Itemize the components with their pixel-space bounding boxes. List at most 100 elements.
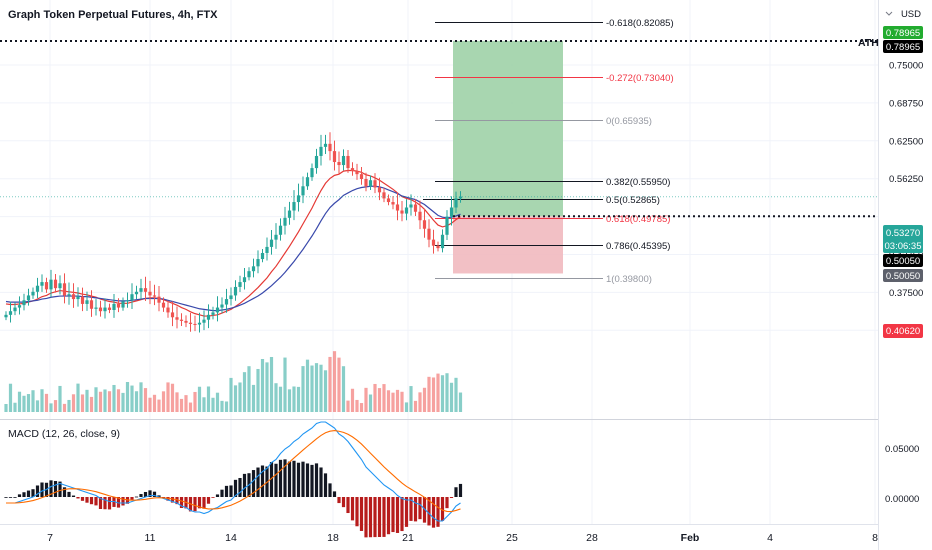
profit-zone[interactable]: [453, 40, 563, 217]
volume-bar: [85, 389, 89, 412]
macd-histogram-bar: [49, 480, 53, 497]
candle-body: [170, 312, 175, 318]
macd-histogram-bar: [368, 497, 373, 538]
candle-body: [278, 225, 283, 235]
candle-body: [67, 294, 71, 296]
volume-bar: [184, 395, 188, 412]
time-axis[interactable]: 7 11 14 18 21 25 28 Feb 4 8: [47, 532, 878, 544]
macd-histogram-bar: [373, 497, 377, 538]
candle-body: [71, 294, 76, 300]
entry-price-badge-top: [883, 254, 923, 267]
macd-histogram-bar: [404, 497, 409, 527]
volume-bar: [404, 402, 409, 412]
volume-bar: [94, 387, 98, 412]
candle-body: [134, 291, 139, 295]
long-position-tool[interactable]: [453, 40, 563, 274]
entry-price-badge-bottom: [883, 269, 923, 282]
candle-body: [85, 300, 89, 304]
macd-histogram-bar: [233, 479, 238, 497]
fib-level-label: 0.786(0.45395): [606, 241, 670, 252]
candle-body: [202, 319, 206, 323]
macd-histogram-bar: [350, 497, 355, 521]
volume-bar: [215, 392, 220, 412]
currency-chevron-icon[interactable]: [885, 11, 893, 16]
candle-body: [31, 291, 35, 296]
horizontal-lines[interactable]: [0, 39, 878, 218]
candle-body: [98, 307, 103, 312]
volume-bar: [242, 372, 247, 412]
volume-bar: [445, 373, 449, 412]
candle-body: [4, 314, 8, 318]
macd-histogram-bar: [80, 497, 85, 501]
candle-body: [184, 320, 188, 323]
candle-body: [409, 204, 413, 208]
macd-line: [6, 421, 461, 522]
macd-histogram-bar: [17, 494, 22, 497]
volume-bar: [269, 356, 274, 412]
macd-histogram-bar: [449, 497, 454, 499]
volume-bar: [409, 386, 413, 412]
volume-bar: [80, 394, 85, 412]
fib-level-label: 1(0.39800): [606, 274, 652, 285]
fib-level-label: 0.618(0.49785): [606, 214, 670, 225]
volume-bar: [350, 388, 355, 412]
candle-body: [121, 301, 125, 308]
candle-body: [319, 146, 323, 156]
volume-bar: [359, 403, 364, 412]
volume-bar: [229, 377, 233, 412]
macd-histogram-bar: [71, 495, 76, 497]
candle-body: [233, 286, 238, 296]
volume-bar: [233, 385, 238, 412]
macd-histogram-bar: [440, 497, 445, 521]
candle-body: [8, 311, 13, 315]
volume-bar: [71, 394, 76, 412]
volume-bar: [202, 397, 206, 412]
macd-histogram-bar: [4, 497, 8, 498]
macd-histogram-bar: [157, 495, 161, 497]
candle-body: [445, 216, 449, 235]
price-tick-label: 0.37500: [889, 288, 923, 299]
macd-histogram-bar: [35, 485, 40, 497]
ath-price-top: 0.78965: [886, 28, 920, 39]
candle-body: [175, 317, 179, 320]
macd-histogram-bar: [328, 483, 332, 497]
candle-body: [296, 195, 301, 203]
last-price-badge: [883, 225, 923, 253]
volume-bar: [422, 387, 427, 412]
price-axis[interactable]: USD 0.750000.687500.625000.562500.437500…: [858, 9, 923, 338]
macd-axis[interactable]: 0.05000 0.00000: [885, 444, 919, 505]
macd-histogram-bar: [242, 473, 247, 497]
candle-body: [265, 246, 269, 253]
volume-bar: [319, 364, 323, 412]
volume-bar: [8, 383, 13, 412]
candle-body: [323, 143, 328, 147]
macd-histogram-bar: [139, 494, 143, 497]
candle-body: [368, 180, 373, 187]
macd-histogram-bar: [67, 491, 71, 497]
volume-bar: [382, 384, 386, 412]
macd-histogram-bar: [98, 497, 103, 509]
macd-histogram-bar: [202, 497, 206, 509]
price-tick-label: 0.62500: [889, 136, 923, 147]
macd-histogram-bar: [418, 497, 422, 520]
volume-bar: [310, 365, 314, 412]
time-tick-label: 28: [586, 532, 598, 544]
price-tick-label: 0.75000: [889, 61, 923, 72]
macd-histogram-bar: [346, 497, 350, 514]
candle-body: [431, 239, 436, 246]
volume-bar: [436, 373, 440, 412]
macd-histogram-bar: [229, 485, 233, 497]
volume-bar: [395, 389, 400, 412]
volume-bar: [305, 359, 310, 412]
macd-histogram-bar: [422, 497, 427, 523]
volume-bar: [166, 382, 170, 412]
candle-body: [148, 291, 152, 296]
volume-bar: [220, 400, 224, 412]
volume-bar: [251, 384, 256, 412]
loss-zone[interactable]: [453, 216, 563, 274]
candle-body: [305, 177, 310, 187]
fib-retracement[interactable]: -0.618(0.82085) -0.272(0.73040) 0(0.65935)…: [423, 18, 674, 285]
fib-level-label: 0.382(0.55950): [606, 177, 670, 188]
candle-body: [94, 307, 98, 309]
